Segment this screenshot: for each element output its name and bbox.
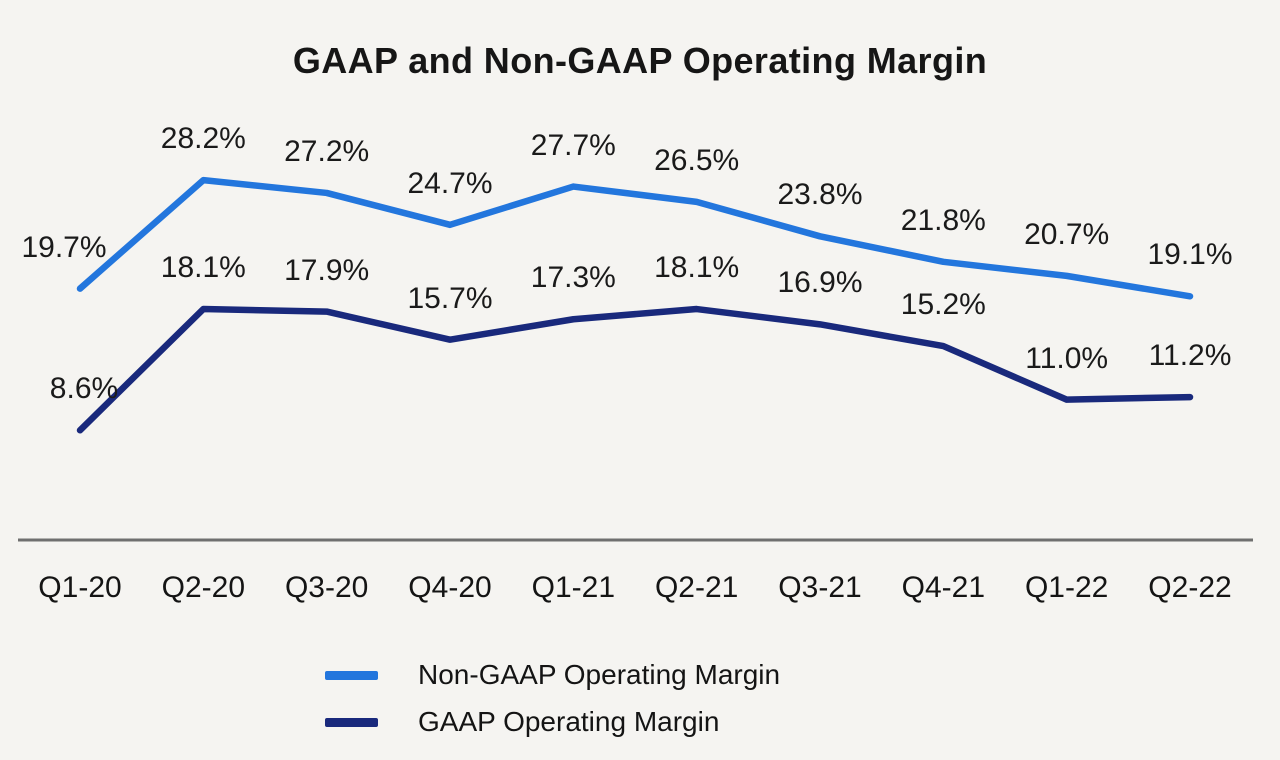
x-tick-label: Q1-20 [38, 571, 122, 604]
legend: Non-GAAP Operating Margin GAAP Operating… [325, 659, 780, 738]
value-label: 8.6% [49, 372, 119, 406]
value-label: 20.7% [1024, 217, 1110, 251]
value-label: 24.7% [407, 166, 493, 200]
series-line-gaap [76, 305, 1194, 434]
value-label: 27.7% [530, 128, 616, 162]
value-label: 23.8% [777, 178, 863, 212]
value-label: 17.9% [284, 253, 370, 287]
value-label: 18.1% [160, 251, 246, 285]
value-label: 11.0% [1025, 341, 1109, 375]
legend-swatch [325, 670, 378, 680]
chart-title: GAAP and Non-GAAP Operating Margin [292, 40, 988, 81]
x-tick-label: Q2-20 [161, 571, 246, 604]
value-label: 15.7% [407, 281, 493, 315]
value-label: 15.2% [900, 288, 986, 322]
legend-item-gaap: GAAP Operating Margin [325, 706, 780, 738]
x-tick-label: Q2-21 [654, 571, 739, 604]
x-tick-label: Q2-22 [1148, 571, 1232, 604]
value-label: 16.9% [777, 266, 863, 300]
value-label: 26.5% [654, 143, 740, 177]
value-label: 27.2% [284, 134, 370, 168]
x-tick-label: Q1-21 [531, 571, 616, 604]
value-label: 19.7% [21, 230, 107, 264]
value-label: 28.2% [160, 122, 246, 156]
series-line-non-gaap [76, 176, 1194, 300]
value-label: 11.2% [1148, 339, 1232, 373]
value-label: 17.3% [530, 261, 616, 295]
legend-label: Non-GAAP Operating Margin [418, 659, 781, 690]
value-label: 19.1% [1147, 238, 1233, 272]
x-tick-label: Q1-22 [1024, 571, 1109, 604]
value-label: 18.1% [654, 251, 740, 285]
legend-item-non-gaap: Non-GAAP Operating Margin [325, 659, 780, 691]
x-tick-label: Q4-20 [408, 571, 492, 604]
legend-swatch [325, 717, 378, 727]
x-tick-label: Q4-21 [901, 571, 986, 604]
legend-label: GAAP Operating Margin [418, 706, 720, 738]
value-label: 21.8% [900, 203, 986, 237]
x-tick-label: Q3-20 [284, 571, 369, 604]
x-tick-label: Q3-21 [778, 571, 862, 604]
